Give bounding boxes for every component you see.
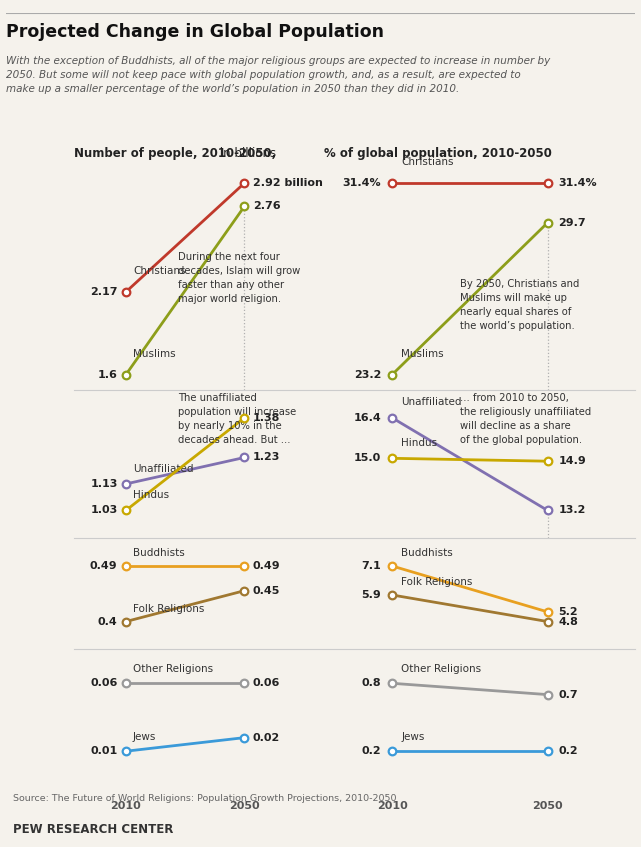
Text: Unaffiliated: Unaffiliated (401, 397, 462, 407)
Text: 14.9: 14.9 (558, 457, 586, 466)
Text: Muslims: Muslims (401, 349, 444, 359)
Text: 2010: 2010 (110, 801, 141, 811)
Text: Source: The Future of World Religions: Population Growth Projections, 2010-2050: Source: The Future of World Religions: P… (13, 794, 396, 803)
Text: 0.2: 0.2 (558, 746, 578, 756)
Text: 0.45: 0.45 (253, 585, 280, 595)
Text: 15.0: 15.0 (354, 453, 381, 463)
Text: The unaffiliated
population will increase
by nearly 10% in the
decades ahead. Bu: The unaffiliated population will increas… (178, 393, 296, 445)
Text: ... from 2010 to 2050,
the religiously unaffiliated
will decline as a share
of t: ... from 2010 to 2050, the religiously u… (460, 393, 592, 445)
Text: 31.4%: 31.4% (558, 178, 597, 188)
Text: 2050: 2050 (229, 801, 260, 811)
Text: 0.8: 0.8 (362, 678, 381, 689)
Text: Other Religions: Other Religions (133, 664, 213, 673)
Text: By 2050, Christians and
Muslims will make up
nearly equal shares of
the world’s : By 2050, Christians and Muslims will mak… (460, 279, 580, 331)
Text: 7.1: 7.1 (362, 561, 381, 571)
Text: During the next four
decades, Islam will grow
faster than any other
major world : During the next four decades, Islam will… (178, 252, 301, 304)
Text: 31.4%: 31.4% (342, 178, 381, 188)
Text: With the exception of Buddhists, all of the major religious groups are expected : With the exception of Buddhists, all of … (6, 56, 551, 95)
Text: 0.06: 0.06 (253, 678, 280, 689)
Text: Unaffiliated: Unaffiliated (133, 463, 194, 473)
Text: 0.7: 0.7 (558, 689, 578, 700)
Text: Buddhists: Buddhists (133, 548, 185, 558)
Text: Muslims: Muslims (133, 349, 176, 359)
Text: 1.13: 1.13 (90, 479, 117, 489)
Text: Other Religions: Other Religions (401, 664, 481, 673)
Text: Folk Religions: Folk Religions (401, 577, 473, 587)
Text: 0.49: 0.49 (90, 561, 117, 571)
Text: Jews: Jews (133, 732, 156, 742)
Text: 1.6: 1.6 (97, 369, 117, 379)
Text: 29.7: 29.7 (558, 218, 586, 228)
Text: 16.4: 16.4 (353, 412, 381, 423)
Text: 2010: 2010 (377, 801, 408, 811)
Text: in billions: in billions (215, 147, 276, 160)
Text: 2.17: 2.17 (90, 287, 117, 297)
Text: Projected Change in Global Population: Projected Change in Global Population (6, 23, 385, 41)
Text: 5.2: 5.2 (558, 607, 578, 617)
Text: 1.38: 1.38 (253, 412, 280, 423)
Text: 0.02: 0.02 (253, 733, 280, 743)
Text: Hindus: Hindus (133, 490, 169, 500)
Text: PEW RESEARCH CENTER: PEW RESEARCH CENTER (13, 822, 173, 836)
Text: % of global population, 2010-2050: % of global population, 2010-2050 (324, 147, 551, 160)
Text: 0.06: 0.06 (90, 678, 117, 689)
Text: 5.9: 5.9 (362, 590, 381, 600)
Text: 1.23: 1.23 (253, 452, 280, 462)
Text: 23.2: 23.2 (354, 369, 381, 379)
Text: 2050: 2050 (532, 801, 563, 811)
Text: Christians: Christians (133, 266, 185, 276)
Text: Christians: Christians (401, 158, 454, 168)
Text: 4.8: 4.8 (558, 617, 578, 627)
Text: 0.4: 0.4 (98, 617, 117, 627)
Text: Hindus: Hindus (401, 438, 438, 448)
Text: 1.03: 1.03 (90, 506, 117, 515)
Text: Buddhists: Buddhists (401, 548, 453, 558)
Text: Folk Religions: Folk Religions (133, 604, 204, 614)
Text: 2.76: 2.76 (253, 202, 280, 211)
Text: 2.92 billion: 2.92 billion (253, 178, 322, 188)
Text: Number of people, 2010-2050,: Number of people, 2010-2050, (74, 147, 276, 160)
Text: 0.01: 0.01 (90, 746, 117, 756)
Text: 0.49: 0.49 (253, 561, 280, 571)
Text: 0.2: 0.2 (362, 746, 381, 756)
Text: Jews: Jews (401, 732, 425, 742)
Text: 13.2: 13.2 (558, 506, 586, 515)
